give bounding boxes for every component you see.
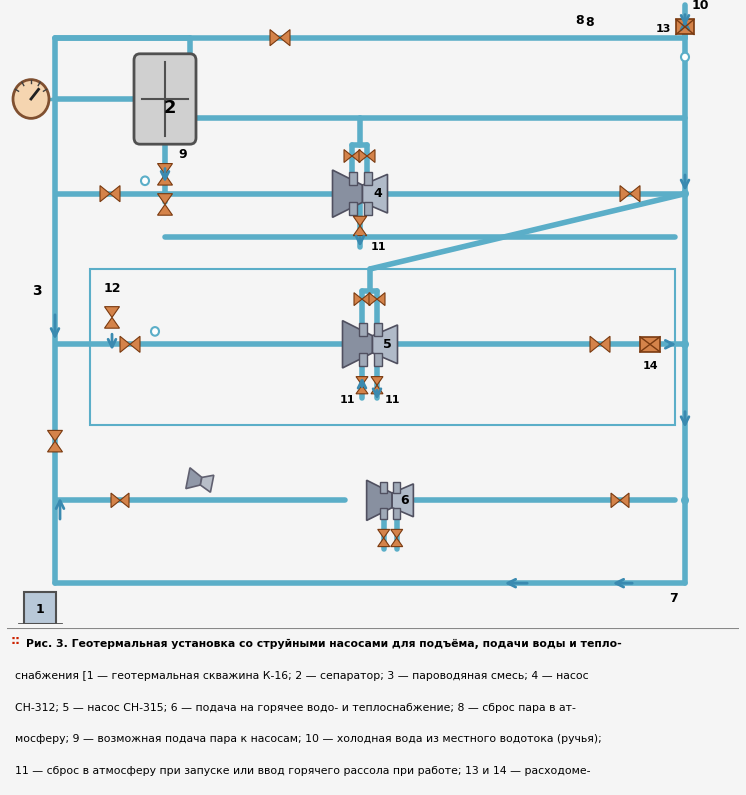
Polygon shape: [157, 204, 172, 215]
Polygon shape: [48, 430, 63, 441]
Polygon shape: [110, 185, 120, 202]
Polygon shape: [359, 149, 367, 162]
Text: 8: 8: [576, 14, 584, 27]
Text: мосферу; 9 — возможная подача пара к насосам; 10 — холодная вода из местного вод: мосферу; 9 — возможная подача пара к нас…: [15, 735, 601, 744]
Polygon shape: [356, 377, 368, 386]
Bar: [380, 508, 387, 518]
Bar: [359, 353, 366, 366]
Text: ::: ::: [11, 634, 21, 647]
Text: 10: 10: [692, 0, 709, 12]
Polygon shape: [372, 325, 398, 363]
Polygon shape: [392, 484, 413, 517]
Bar: [374, 323, 381, 335]
Circle shape: [151, 327, 159, 335]
Polygon shape: [157, 164, 172, 174]
Polygon shape: [371, 386, 383, 394]
Circle shape: [681, 340, 689, 349]
Polygon shape: [100, 185, 110, 202]
Polygon shape: [333, 170, 363, 217]
Polygon shape: [611, 493, 620, 507]
Circle shape: [681, 52, 689, 61]
Polygon shape: [352, 149, 360, 162]
Bar: [393, 508, 400, 518]
Polygon shape: [630, 185, 640, 202]
Text: 8: 8: [586, 16, 595, 29]
FancyBboxPatch shape: [134, 54, 196, 144]
Polygon shape: [48, 441, 63, 452]
Text: 1: 1: [36, 603, 44, 615]
Circle shape: [141, 176, 149, 185]
Text: 11: 11: [339, 395, 355, 405]
Bar: [348, 173, 357, 185]
Polygon shape: [104, 307, 119, 317]
Bar: [348, 202, 357, 215]
Text: 4: 4: [373, 187, 382, 200]
Polygon shape: [354, 293, 362, 305]
Polygon shape: [342, 320, 372, 368]
Polygon shape: [366, 480, 392, 521]
Text: Рис. 3. Геотермальная установка со струйными насосами для подъёма, подачи воды и: Рис. 3. Геотермальная установка со струй…: [25, 639, 621, 649]
Text: 11: 11: [384, 395, 400, 405]
Polygon shape: [354, 226, 367, 235]
Polygon shape: [120, 493, 129, 507]
Polygon shape: [354, 216, 367, 226]
Polygon shape: [104, 317, 119, 328]
Polygon shape: [377, 538, 389, 547]
Polygon shape: [367, 149, 375, 162]
Polygon shape: [620, 185, 630, 202]
Polygon shape: [157, 194, 172, 204]
Polygon shape: [371, 377, 383, 386]
Text: 9: 9: [179, 149, 187, 161]
Text: 5: 5: [383, 338, 392, 351]
Polygon shape: [377, 529, 389, 538]
Polygon shape: [157, 174, 172, 185]
Polygon shape: [600, 336, 610, 352]
Polygon shape: [369, 293, 377, 305]
Polygon shape: [363, 174, 387, 213]
Polygon shape: [111, 493, 120, 507]
Polygon shape: [377, 293, 385, 305]
Bar: [393, 482, 400, 493]
Polygon shape: [130, 336, 140, 352]
Polygon shape: [280, 29, 290, 46]
Polygon shape: [270, 29, 280, 46]
Bar: [676, 19, 694, 34]
Text: 14: 14: [642, 361, 658, 370]
Text: 2: 2: [164, 99, 176, 117]
Text: 7: 7: [668, 591, 677, 605]
Bar: [380, 482, 387, 493]
Text: 13: 13: [655, 24, 671, 34]
Bar: [374, 353, 381, 366]
Text: СН-312; 5 — насос СН-315; 6 — подача на горячее водо- и теплоснабжение; 8 — сбро: СН-312; 5 — насос СН-315; 6 — подача на …: [15, 703, 576, 712]
Bar: [363, 202, 372, 215]
Polygon shape: [201, 475, 214, 492]
Bar: [640, 337, 660, 352]
Bar: [24, 591, 56, 624]
Polygon shape: [391, 529, 403, 538]
Text: 11 — сброс в атмосферу при запуске или ввод горячего рассола при работе; 13 и 14: 11 — сброс в атмосферу при запуске или в…: [15, 766, 590, 776]
Polygon shape: [120, 336, 130, 352]
Circle shape: [681, 189, 689, 198]
Polygon shape: [344, 149, 352, 162]
Polygon shape: [356, 386, 368, 394]
Polygon shape: [362, 293, 370, 305]
Text: 12: 12: [103, 282, 121, 295]
Polygon shape: [391, 538, 403, 547]
Polygon shape: [590, 336, 600, 352]
Bar: [359, 323, 366, 335]
Bar: [363, 173, 372, 185]
Text: 11: 11: [370, 242, 386, 253]
Circle shape: [13, 80, 49, 118]
Polygon shape: [620, 493, 629, 507]
Text: 3: 3: [32, 284, 42, 297]
Polygon shape: [186, 467, 202, 489]
Circle shape: [681, 496, 689, 505]
Bar: [90, 269, 675, 425]
Text: 6: 6: [401, 494, 410, 507]
Text: снабжения [1 — геотермальная скважина К-16; 2 — сепаратор; 3 — пароводяная смесь: снабжения [1 — геотермальная скважина К-…: [15, 671, 589, 681]
